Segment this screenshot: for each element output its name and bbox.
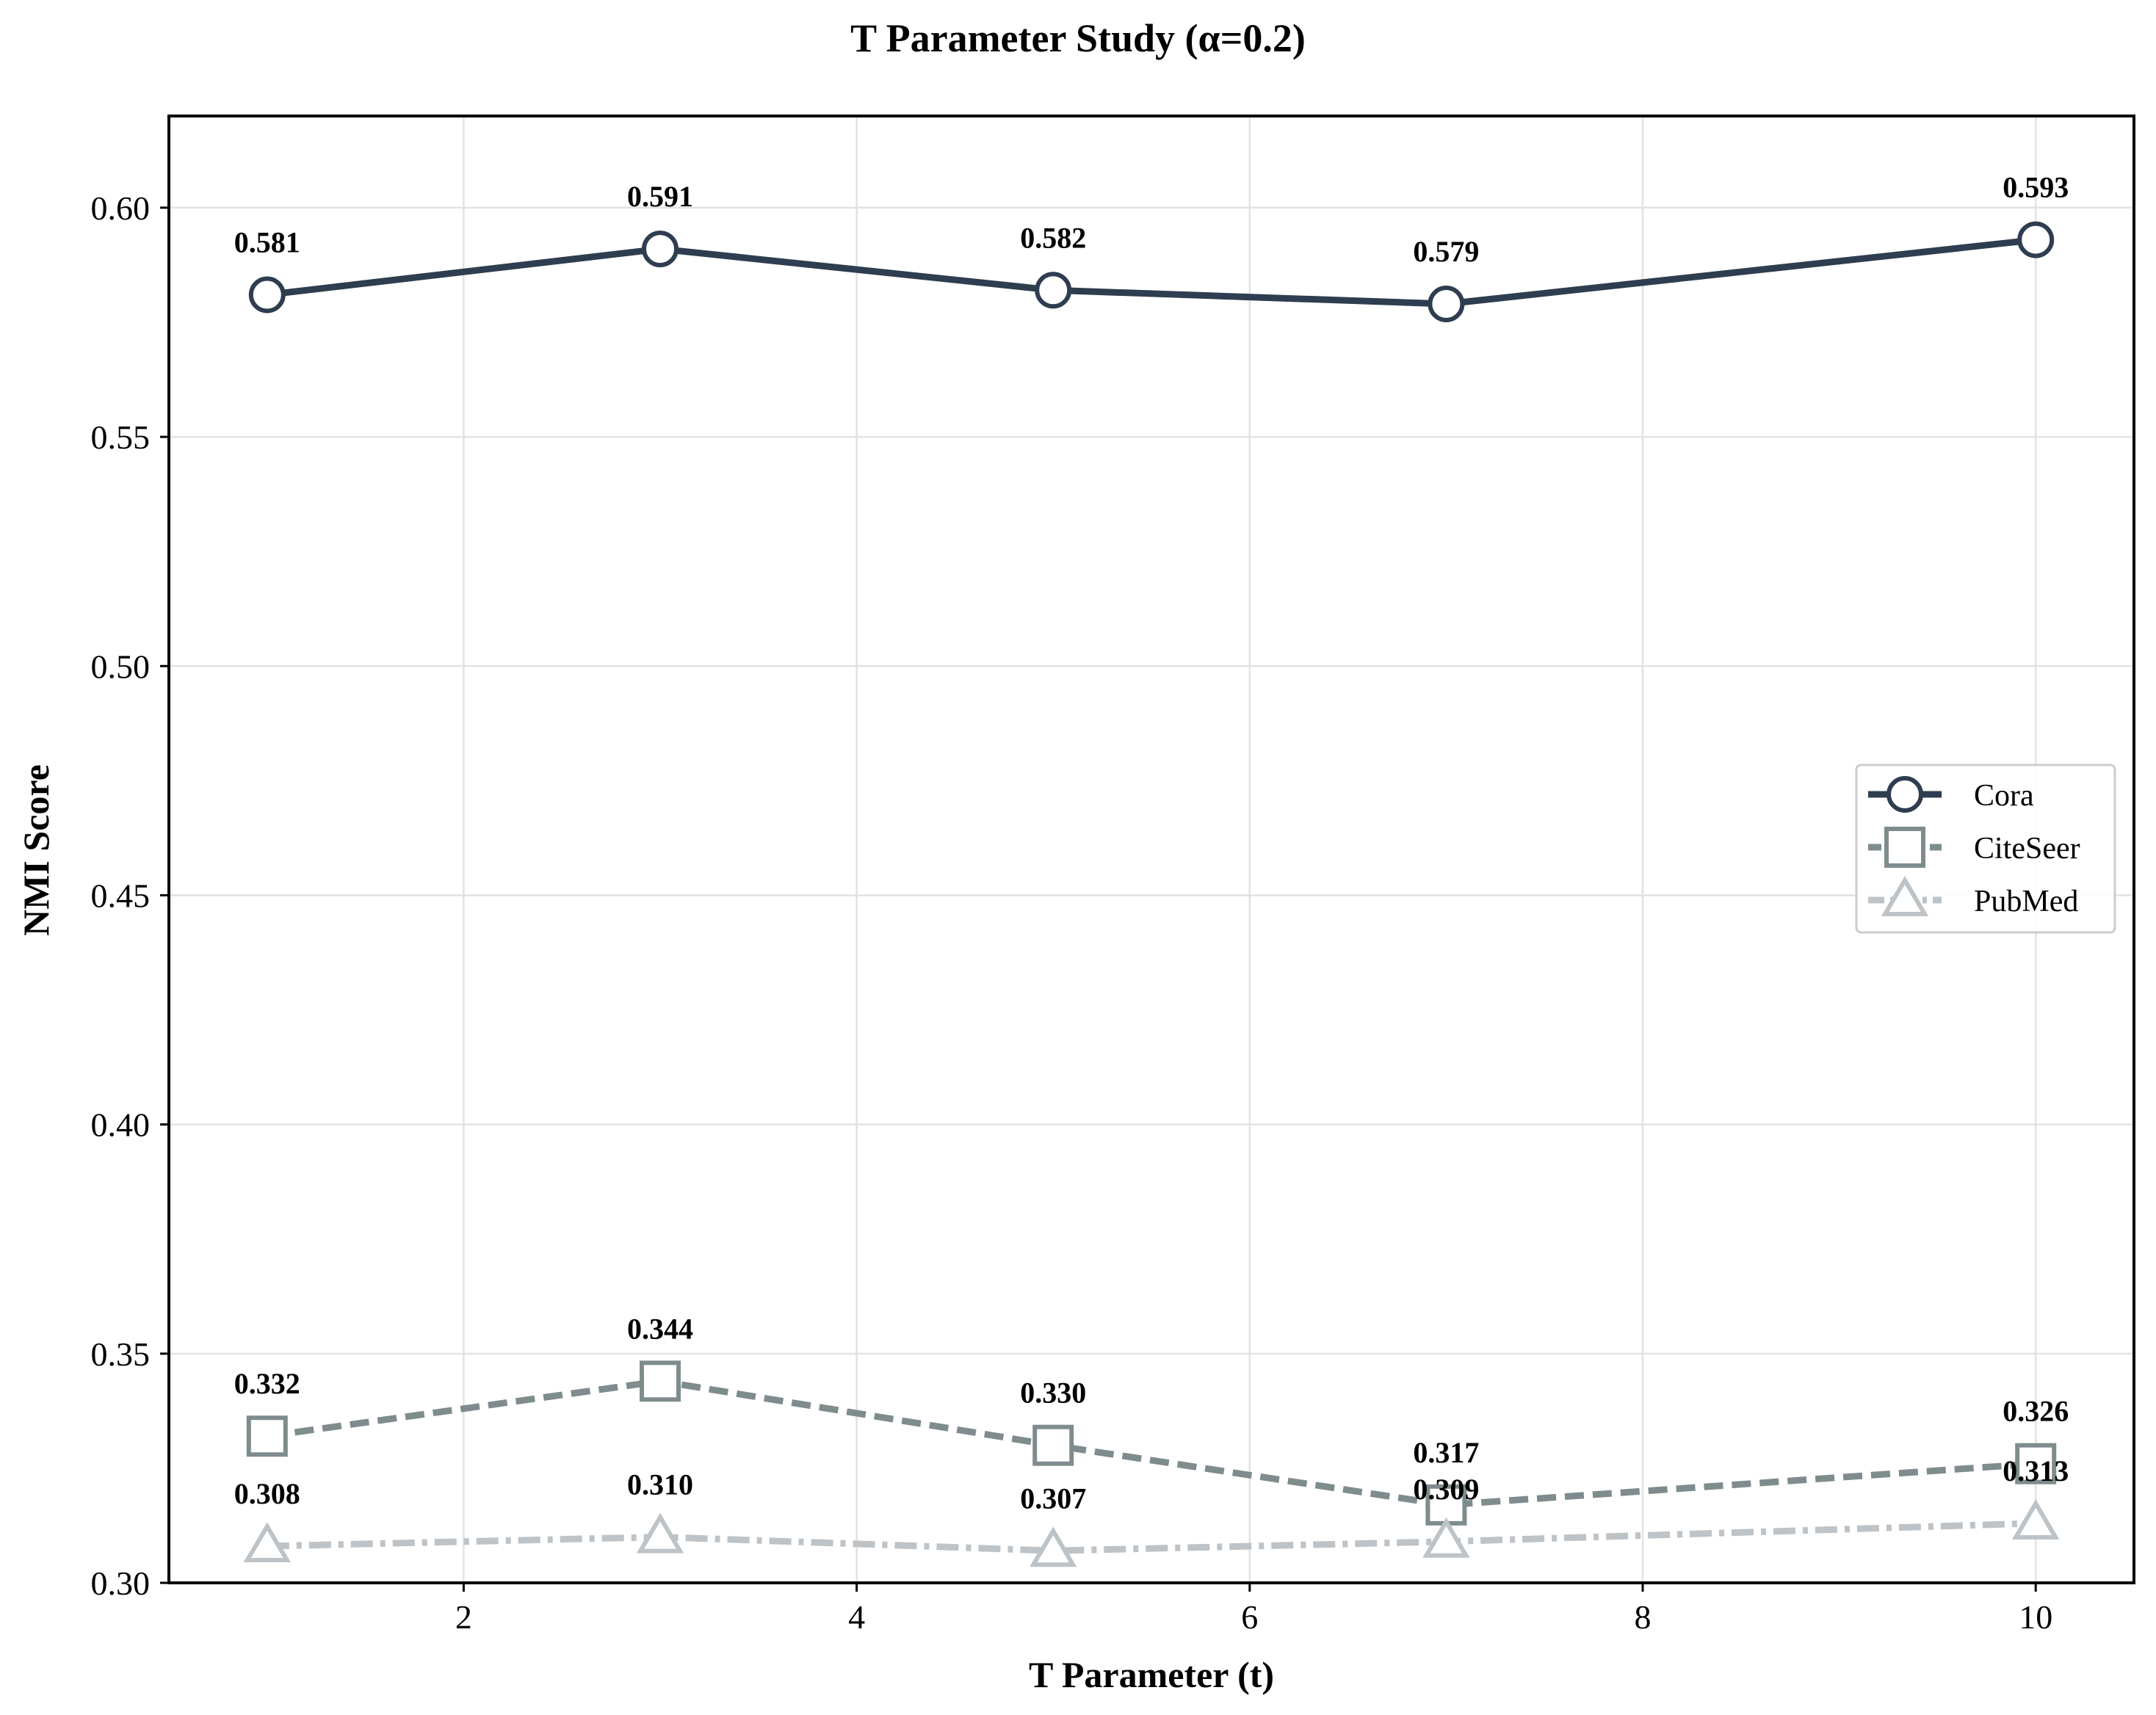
x-axis-label: T Parameter (t) [1029,1654,1274,1695]
axis-ticks: 2 4 6 8 10 0.30 0.35 0.40 0.45 0.50 0.55 0.60 [91,189,2053,1636]
y-tick-label: 0.40 [91,1106,151,1144]
x-tick-label: 6 [1241,1598,1258,1636]
series-citeseer: 0.332 0.344 0.330 0.317 0.326 [234,1312,2069,1526]
x-tick-label: 8 [1635,1598,1652,1636]
legend-item-citeseer: CiteSeer [1868,827,2080,868]
data-point [636,1512,684,1553]
data-label: 0.309 [1413,1473,1479,1506]
y-tick-label: 0.35 [91,1335,151,1373]
data-point [1428,285,1465,322]
series-pubmed: 0.308 0.310 0.307 0.309 0.313 [234,1454,2069,1567]
legend-item-cora: Cora [1868,776,2034,813]
data-label: 0.308 [234,1477,300,1510]
y-tick-label: 0.55 [91,418,151,456]
grid [169,116,2134,1584]
data-point [642,231,679,268]
data-point [640,1360,681,1402]
legend-label: CiteSeer [1974,832,2080,866]
data-label: 0.317 [1413,1436,1479,1469]
data-label: 0.310 [627,1468,693,1501]
plot-frame [167,115,2135,1584]
x-tick-label: 4 [848,1598,865,1636]
data-point [2017,221,2055,258]
data-label: 0.581 [234,226,300,259]
data-point [248,276,286,313]
legend-marker [1886,776,1923,813]
series-layer: 0.581 0.591 0.582 0.579 0.593 0.332 0.344 0.330… [234,171,2069,1567]
data-point [1029,1526,1077,1567]
y-axis-label: NMI Score [15,764,57,936]
data-label: 0.326 [2003,1395,2069,1428]
data-label: 0.579 [1413,235,1479,268]
data-point [1422,1517,1470,1558]
x-tick-label: 2 [455,1598,472,1636]
legend-marker [1884,827,1925,868]
data-label: 0.344 [627,1312,693,1345]
data-label: 0.591 [627,180,693,213]
series-line [267,236,2036,308]
data-label: 0.313 [2003,1454,2069,1487]
series-line [267,1377,2036,1509]
data-label: 0.332 [234,1367,300,1400]
y-tick-label: 0.50 [91,648,151,685]
chart-title: T Parameter Study (α=0.2) [850,16,1306,60]
legend: Cora CiteSeer PubMed [1855,764,2116,934]
legend-label: PubMed [1974,885,2078,918]
data-point [243,1522,292,1563]
x-tick-label: 10 [2019,1598,2052,1636]
series-cora: 0.581 0.591 0.582 0.579 0.593 [234,171,2069,322]
series-line [267,1520,2036,1554]
legend-marker [1881,876,1929,916]
data-label: 0.330 [1020,1377,1086,1410]
legend-label: Cora [1974,779,2034,813]
legend-box [1855,764,2116,934]
y-tick-label: 0.60 [91,189,151,227]
data-point [246,1415,288,1457]
y-tick-label: 0.45 [91,877,151,914]
y-tick-label: 0.30 [91,1564,151,1602]
data-label: 0.307 [1020,1482,1086,1515]
data-point [1035,272,1072,309]
data-point [2011,1498,2060,1540]
data-point [2015,1443,2057,1484]
legend-item-pubmed: PubMed [1868,876,2078,918]
data-label: 0.593 [2003,171,2069,204]
data-point [1032,1424,1074,1466]
data-label: 0.582 [1020,221,1086,254]
